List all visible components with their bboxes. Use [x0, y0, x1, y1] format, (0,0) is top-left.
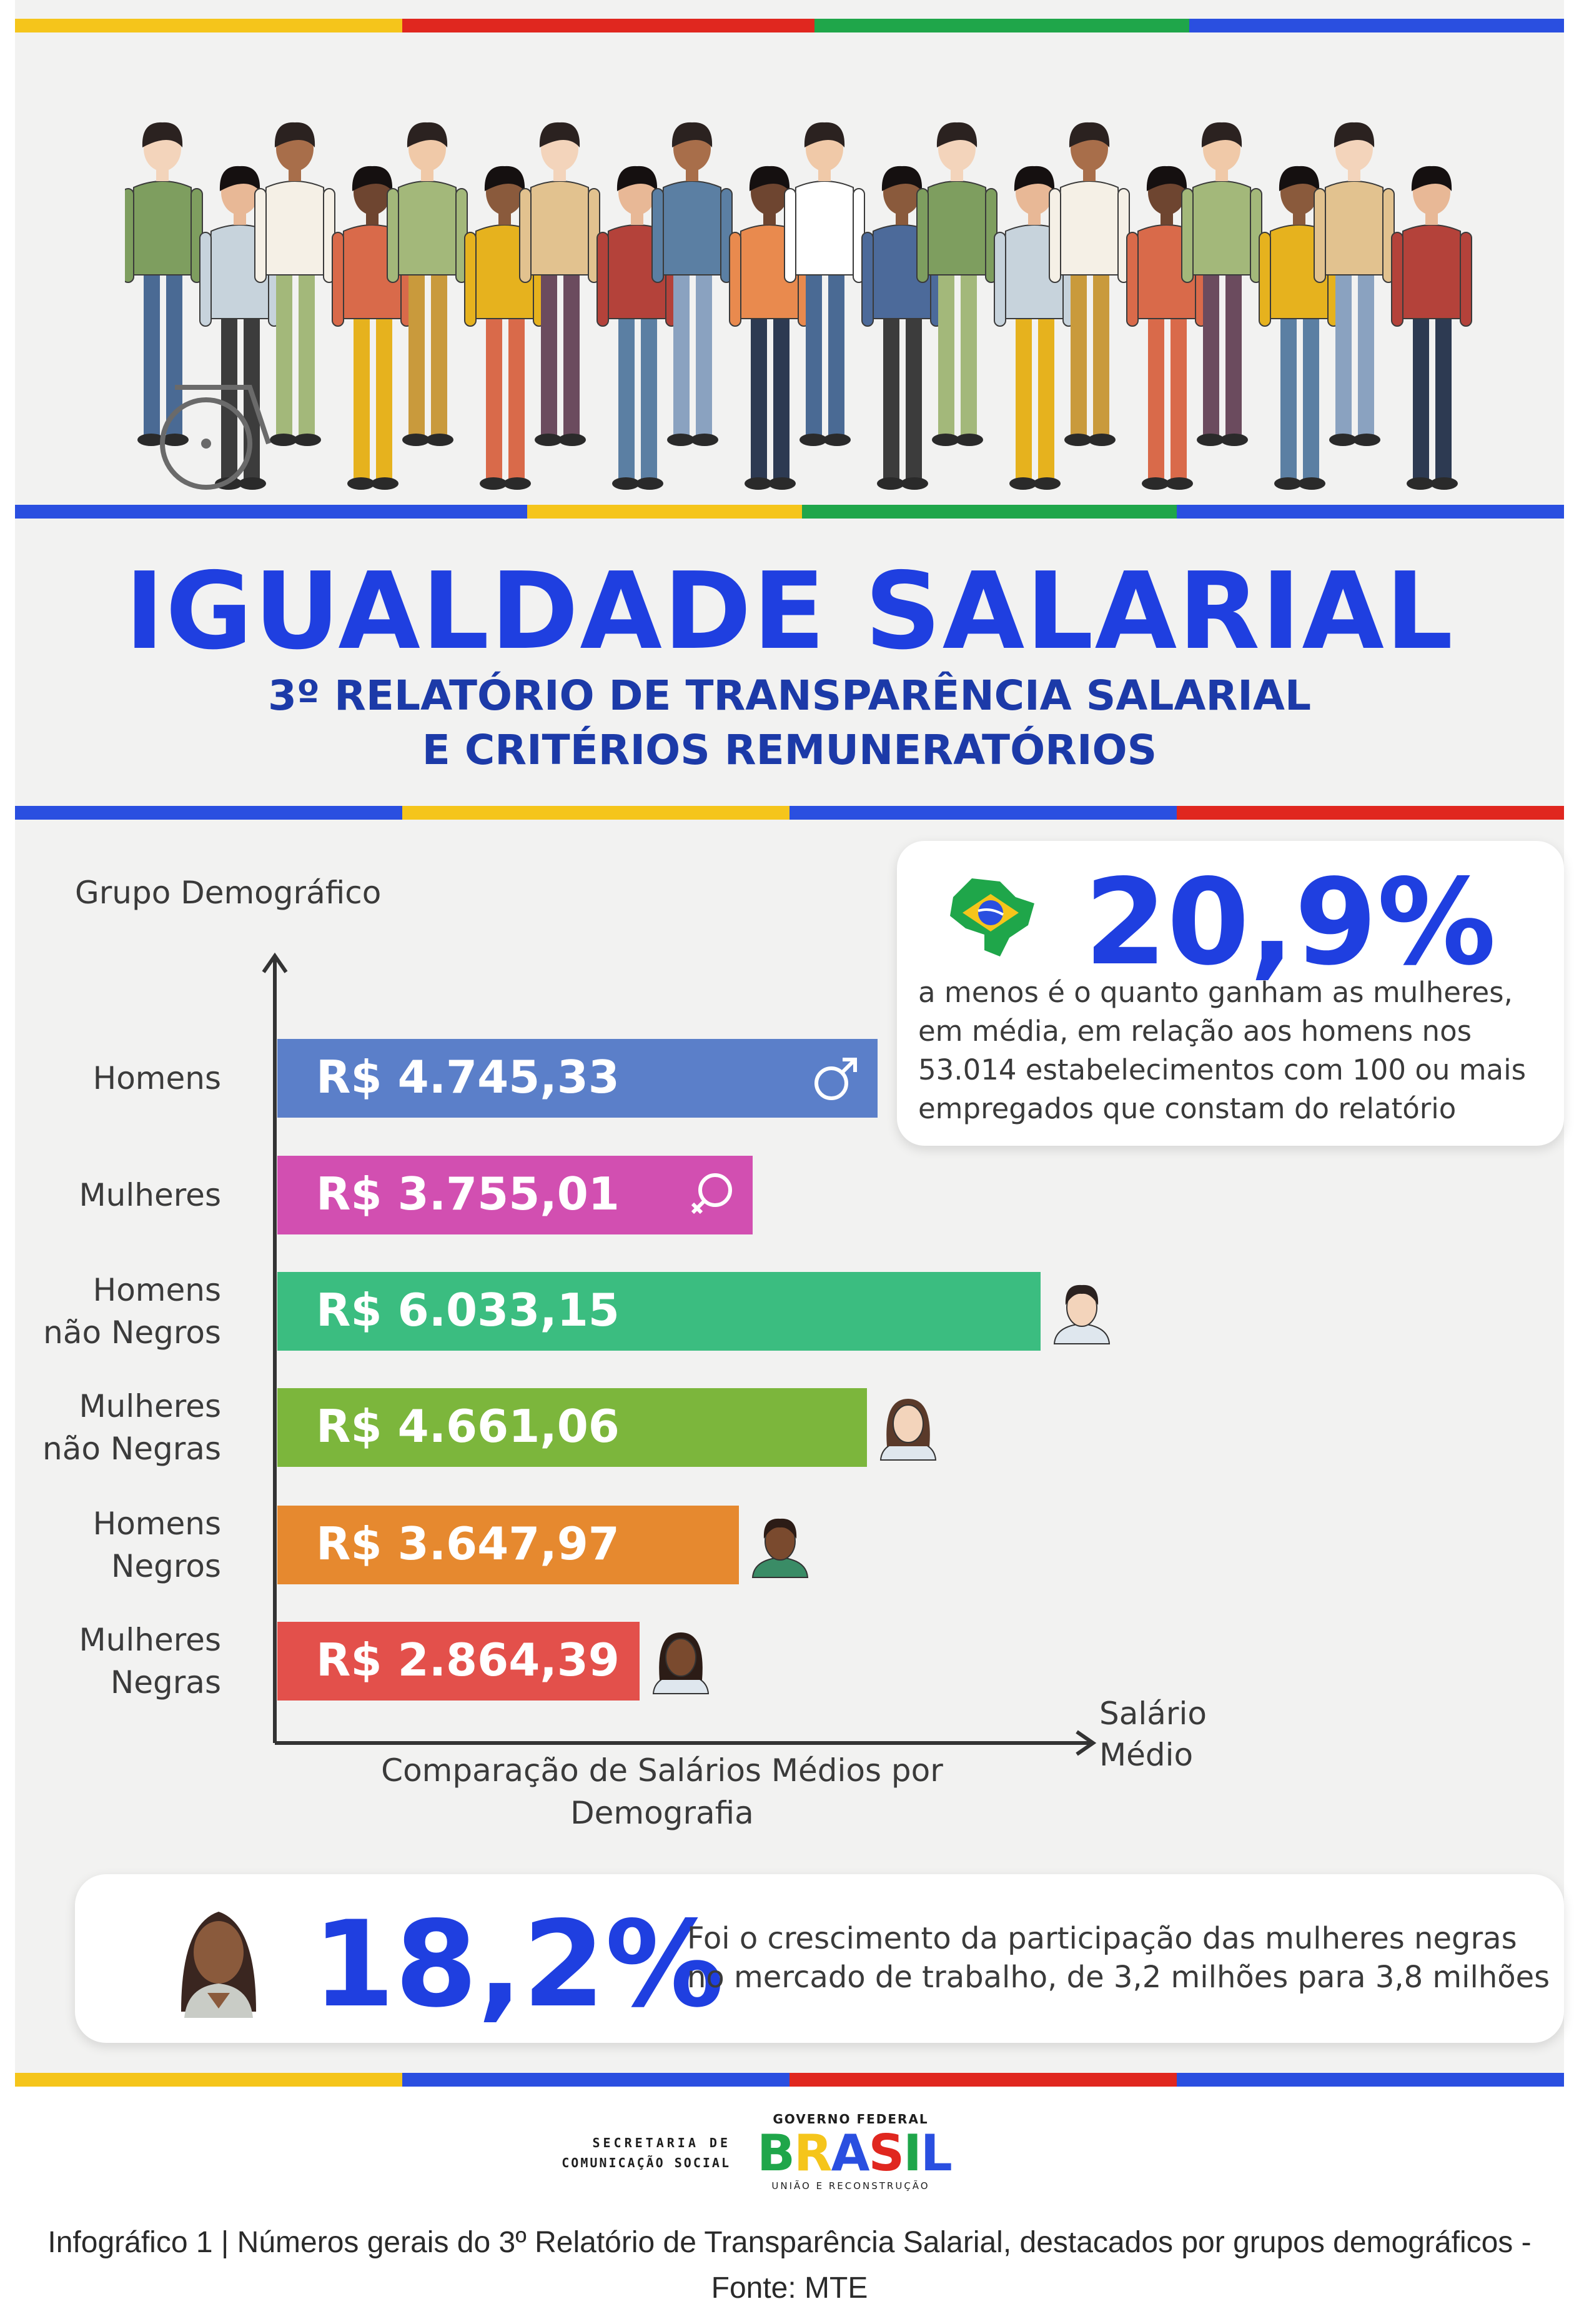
- chart-title: Comparação de Salários Médios por Demogra…: [350, 1749, 974, 1834]
- x-axis-arrow: [1076, 1730, 1097, 1756]
- category-label: Homens Negros: [15, 1502, 221, 1587]
- category-label-line: Mulheres: [79, 1622, 221, 1658]
- y-axis-arrow: [262, 952, 288, 973]
- category-label: Mulheres não Negras: [15, 1385, 221, 1470]
- salary-bar-group: R$ 4.745,33: [277, 1039, 878, 1118]
- category-label-line: Mulheres: [79, 1388, 221, 1424]
- crowd-person: [1049, 122, 1130, 446]
- category-label-line: Homens: [92, 1060, 221, 1096]
- male-symbol-icon: [814, 1058, 857, 1100]
- salary-value-label: R$ 3.755,01: [316, 1168, 620, 1220]
- category-label: Homens não Negros: [15, 1269, 221, 1354]
- crowd-person: [1314, 122, 1395, 446]
- salary-bar: [277, 1156, 753, 1234]
- caption-line-1: Infográfico 1 | Números gerais do 3º Rel…: [47, 2226, 1532, 2259]
- salary-bar: [277, 1388, 867, 1467]
- crowd-person: [916, 122, 997, 446]
- salary-bar-group: R$ 2.864,39: [277, 1622, 710, 1701]
- category-label-line: Negros: [111, 1548, 221, 1584]
- wheelchair-icon: [160, 385, 271, 490]
- growth-line: Foi o crescimento da participação das mu…: [687, 1921, 1517, 1956]
- secom-line-1: SECRETARIA DE: [592, 2135, 731, 2150]
- y-axis-label: Grupo Demográfico: [75, 875, 382, 911]
- category-label: Mulheres Negras: [15, 1619, 221, 1704]
- governo-federal-logo: GOVERNO FEDERAL BRASIL UNIÃO E RECONSTRU…: [757, 2112, 953, 2192]
- salary-bar-group: R$ 3.755,01: [277, 1156, 753, 1234]
- gov-line-1: GOVERNO FEDERAL: [773, 2112, 929, 2127]
- x-axis-label: Salário Médio: [1099, 1693, 1249, 1775]
- salary-value-label: R$ 6.033,15: [316, 1284, 620, 1336]
- salary-value-label: R$ 4.745,33: [316, 1051, 620, 1103]
- salary-value-label: R$ 3.647,97: [316, 1517, 620, 1570]
- title-bottom-stripe: [15, 806, 1564, 820]
- category-label: Mulheres: [15, 1174, 221, 1216]
- salary-bar: [277, 1506, 739, 1584]
- caption-line-2: Fonte: MTE: [711, 2272, 868, 2305]
- crowd-person: [199, 166, 280, 490]
- black-women-growth-card: 18,2% Foi o crescimento da participação …: [75, 1874, 1564, 2043]
- black-women-growth-description: Foi o crescimento da participação das mu…: [687, 1919, 1550, 1997]
- page-title: IGUALDADE SALARIAL: [124, 550, 1455, 673]
- crowd-person: [784, 122, 865, 446]
- black-women-growth-value: 18,2%: [312, 1895, 725, 2034]
- category-label-line: Mulheres: [79, 1177, 221, 1213]
- salary-bar-group: R$ 6.033,15: [277, 1272, 1111, 1351]
- chart-title-text: Comparação de Salários Médios por Demogra…: [350, 1749, 974, 1834]
- man-avatar-icon: [1053, 1284, 1111, 1344]
- crowd-person: [254, 122, 335, 446]
- diverse-crowd-illustration: [125, 122, 1472, 490]
- salary-value-label: R$ 2.864,39: [316, 1634, 620, 1686]
- salary-bar-group: R$ 4.661,06: [277, 1388, 937, 1467]
- x-axis-label-word: Médio: [1099, 1737, 1194, 1773]
- wage-gap-line: empregados que constam do relatório: [918, 1092, 1457, 1125]
- gov-line-2: UNIÃO E RECONSTRUÇÃO: [771, 2180, 930, 2192]
- chart-title-line: Demografia: [570, 1795, 754, 1831]
- crowd-person: [1391, 166, 1472, 490]
- black-woman-portrait-icon: [181, 1912, 256, 2018]
- chart-title-line: Comparação de Salários Médios por: [381, 1752, 943, 1789]
- subtitle-line-1: 3º RELATÓRIO DE TRANSPARÊNCIA SALARIAL: [267, 672, 1311, 720]
- crowd-person: [519, 122, 600, 446]
- wage-gap-line: 53.014 estabelecimentos com 100 ou mais: [918, 1053, 1527, 1086]
- secom-logo: SECRETARIA DE COMUNICAÇÃO SOCIAL: [531, 2135, 731, 2170]
- category-label-line: Negras: [110, 1664, 221, 1701]
- top-color-stripe: [15, 19, 1564, 32]
- wage-gap-line: a menos é o quanto ganham as mulheres,: [918, 976, 1513, 1009]
- salary-value-label: R$ 4.661,06: [316, 1400, 620, 1452]
- wage-gap-card: 20,9% a menos é o quanto ganham as mulhe…: [897, 841, 1564, 1146]
- wage-gap-value: 20,9%: [1084, 853, 1497, 991]
- subtitle-line-2: E CRITÉRIOS REMUNERATÓRIOS: [422, 726, 1157, 774]
- category-label-line: não Negras: [42, 1431, 221, 1467]
- salary-bar-group: R$ 3.647,97: [277, 1506, 809, 1584]
- woman-avatar-icon: [879, 1399, 937, 1461]
- salary-bar: [277, 1272, 1041, 1351]
- gov-brasil-wordmark: BRASIL: [757, 2124, 953, 2182]
- black-man-avatar-icon: [751, 1518, 809, 1578]
- x-axis-label-text: Salário Médio: [1099, 1693, 1249, 1775]
- crowd-person: [1181, 122, 1262, 446]
- hero-bottom-stripe: [15, 505, 1564, 519]
- crowd-person: [651, 122, 733, 446]
- category-label: Homens: [15, 1057, 221, 1100]
- wage-gap-line: em média, em relação aos homens nos: [918, 1015, 1472, 1048]
- salary-bar: [277, 1622, 640, 1701]
- crowd-person: [125, 122, 203, 446]
- category-label-line: Homens: [92, 1506, 221, 1542]
- secom-line-2: COMUNICAÇÃO SOCIAL: [562, 2155, 731, 2170]
- category-label-line: Homens: [92, 1272, 221, 1308]
- x-axis-label-word: Salário: [1099, 1696, 1207, 1732]
- growth-line: no mercado de trabalho, de 3,2 milhões p…: [687, 1960, 1550, 1995]
- category-label-line: não Negros: [43, 1314, 221, 1351]
- crowd-person: [387, 122, 468, 446]
- wage-gap-description: a menos é o quanto ganham as mulheres, e…: [918, 973, 1526, 1128]
- female-symbol-icon: [691, 1173, 732, 1214]
- black-woman-avatar-icon: [652, 1632, 710, 1694]
- brazil-map-icon: [950, 878, 1034, 956]
- salary-bar: [277, 1039, 878, 1118]
- footer-top-stripe: [15, 2073, 1564, 2087]
